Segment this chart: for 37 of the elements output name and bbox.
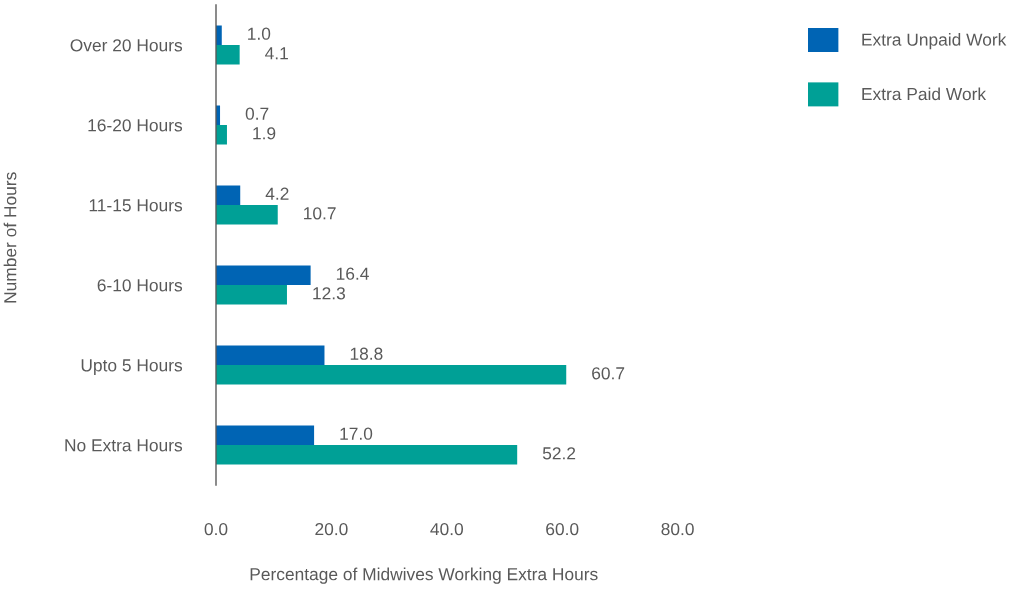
x-tick-label: 60.0 (546, 522, 579, 536)
data-label: 60.7 (592, 367, 625, 380)
bar (216, 185, 241, 205)
bar (216, 125, 227, 145)
y-axis-title: Number of Hours (3, 172, 17, 303)
data-label: 0.7 (245, 107, 269, 120)
bar (216, 425, 315, 445)
data-label: 10.7 (304, 207, 336, 220)
y-tick-label: No Extra Hours (65, 439, 183, 452)
legend-label: Extra Unpaid Work (862, 33, 1007, 50)
y-tick-label: 16-20 Hours (88, 119, 183, 132)
bar (216, 445, 518, 465)
data-label: 1.9 (253, 127, 276, 140)
x-tick-label: 20.0 (315, 522, 348, 536)
data-label: 4.2 (265, 187, 289, 200)
y-tick-label: 11-15 Hours (89, 199, 183, 212)
y-tick-label: Upto 5 Hours (81, 359, 183, 375)
bar (216, 205, 278, 225)
bar (216, 285, 287, 305)
data-label: 17.0 (340, 427, 373, 440)
data-label: 16.4 (336, 267, 369, 280)
y-tick-label: 6-10 Hours (97, 279, 183, 292)
y-tick-label: Over 20 Hours (70, 39, 183, 52)
bar (216, 265, 311, 285)
bar (216, 45, 240, 65)
data-label: 52.2 (542, 447, 576, 460)
data-label: 18.8 (350, 347, 383, 360)
legend-label: Extra Paid Work (862, 87, 987, 101)
x-axis-title: Percentage of Midwives Working Extra Hours (250, 567, 598, 584)
data-label: 4.1 (265, 47, 288, 60)
x-tick-label: 0.0 (204, 522, 228, 536)
bar (216, 345, 325, 365)
data-label: 12.3 (313, 287, 345, 300)
data-label: 1.0 (248, 27, 271, 40)
bar (216, 365, 567, 385)
x-tick-label: 40.0 (430, 522, 464, 536)
x-tick-label: 80.0 (661, 522, 694, 536)
